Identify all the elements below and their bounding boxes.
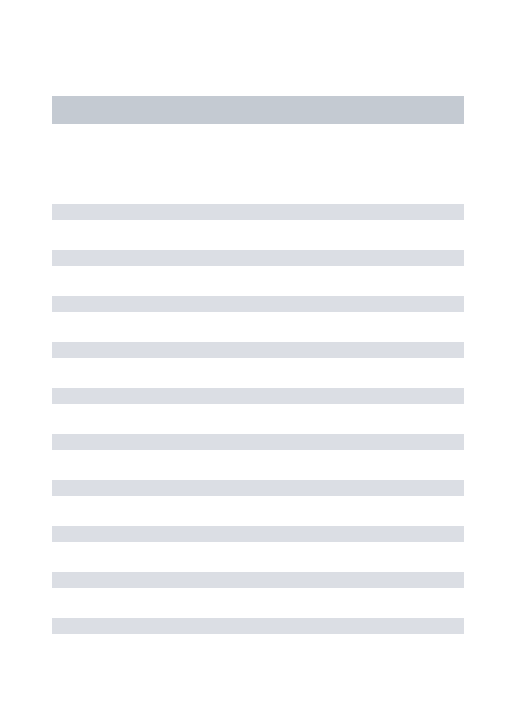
text-line-placeholder xyxy=(52,388,464,404)
text-line-placeholder xyxy=(52,572,464,588)
skeleton-document xyxy=(0,0,516,634)
title-placeholder xyxy=(52,96,464,124)
text-line-placeholder xyxy=(52,342,464,358)
text-line-placeholder xyxy=(52,618,464,634)
paragraph-section-2 xyxy=(52,434,464,634)
text-line-placeholder xyxy=(52,250,464,266)
text-line-placeholder xyxy=(52,204,464,220)
paragraph-section-1 xyxy=(52,204,464,404)
text-line-placeholder xyxy=(52,526,464,542)
text-line-placeholder xyxy=(52,480,464,496)
text-line-placeholder xyxy=(52,296,464,312)
text-line-placeholder xyxy=(52,434,464,450)
